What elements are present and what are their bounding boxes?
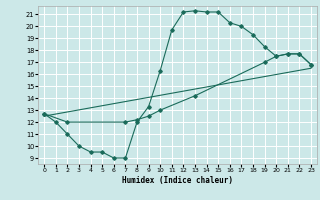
X-axis label: Humidex (Indice chaleur): Humidex (Indice chaleur) [122,176,233,185]
